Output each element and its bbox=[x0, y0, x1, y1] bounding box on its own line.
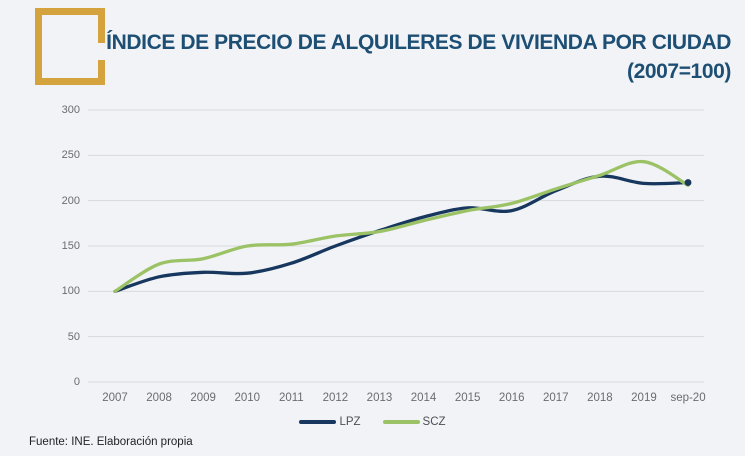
scz-line bbox=[113, 159, 690, 293]
chart-title: ÍNDICE DE PRECIO DE ALQUILERES DE VIVIEN… bbox=[44, 28, 731, 86]
title-bracket-icon bbox=[35, 8, 105, 85]
title-bracket-path bbox=[35, 8, 105, 85]
legend-item-lpz: LPZ bbox=[299, 416, 361, 428]
x-tick-label: 2013 bbox=[366, 392, 393, 404]
x-tick-label: 2016 bbox=[498, 392, 525, 404]
y-tick-label: 0 bbox=[73, 376, 80, 388]
legend-scz-label: SCZ bbox=[422, 416, 446, 428]
legend-item-scz: SCZ bbox=[382, 416, 446, 428]
x-tick-label: 2007 bbox=[102, 392, 128, 404]
x-tick-label: 2009 bbox=[190, 392, 216, 404]
x-tick-label: sep-20 bbox=[670, 392, 706, 404]
chart-title-line-1: ÍNDICE DE PRECIO DE ALQUILERES DE VIVIEN… bbox=[106, 31, 731, 54]
x-tick-label: 2012 bbox=[322, 392, 349, 404]
x-tick-label: 2015 bbox=[454, 392, 481, 404]
legend-lpz-label: LPZ bbox=[339, 416, 361, 428]
chart-title-line-2: (2007=100) bbox=[626, 60, 731, 83]
x-tick-label: 2019 bbox=[631, 392, 657, 404]
x-tick-label: 2014 bbox=[410, 392, 437, 404]
x-tick-label: 2010 bbox=[234, 392, 261, 404]
legend-lpz-line-swatch bbox=[299, 420, 337, 424]
lpz-line bbox=[113, 174, 690, 293]
x-tick-label: 2008 bbox=[146, 392, 172, 404]
y-tick-label: 200 bbox=[61, 194, 80, 207]
y-tick-label: 100 bbox=[61, 285, 80, 298]
y-tick-label: 50 bbox=[67, 330, 80, 343]
legend-scz-line-swatch bbox=[382, 420, 420, 424]
y-tick-label: 250 bbox=[61, 149, 80, 162]
x-tick-label: 2017 bbox=[543, 392, 569, 404]
y-tick-label: 150 bbox=[61, 240, 80, 252]
source-note: Fuente: INE. Elaboración propia bbox=[29, 436, 193, 448]
lpz-end-marker bbox=[684, 179, 692, 186]
chart-legend: LPZ SCZ bbox=[0, 414, 745, 430]
x-tick-label: 2018 bbox=[587, 392, 613, 404]
x-tick-label: 2011 bbox=[278, 392, 304, 404]
y-tick-label: 300 bbox=[61, 104, 80, 116]
